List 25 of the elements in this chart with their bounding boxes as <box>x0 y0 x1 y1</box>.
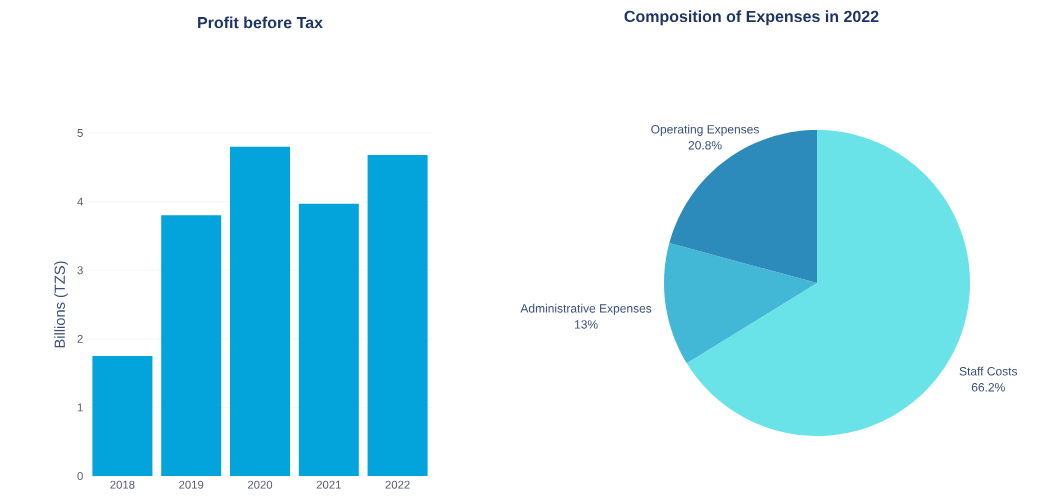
x-tick-label: 2022 <box>385 480 410 489</box>
y-tick-label: 0 <box>77 471 83 480</box>
y-axis-title: Billions (TZS) <box>54 261 68 348</box>
bar <box>367 154 428 476</box>
data-label: 66.2% <box>971 383 1005 392</box>
data-label: 13% <box>575 320 598 329</box>
y-tick-label: 2 <box>77 334 83 343</box>
slice-label: Administrative Expenses <box>520 303 652 316</box>
x-tick-label: 2019 <box>179 480 204 489</box>
x-tick-label: 2020 <box>247 480 273 489</box>
chart-title: Composition of Expenses in 2022 <box>624 10 879 26</box>
y-tick-label: 3 <box>77 266 83 275</box>
bar <box>161 215 222 476</box>
y-tick-label: 1 <box>77 403 83 412</box>
bar <box>298 203 359 476</box>
y-tick-label: 4 <box>77 197 83 206</box>
data-label: 20.8% <box>688 141 722 150</box>
bar <box>230 146 290 476</box>
slice-label: Operating Expenses <box>651 124 759 136</box>
x-tick-label: 2018 <box>110 480 135 489</box>
bar <box>92 355 153 476</box>
y-tick-label: 5 <box>77 129 83 137</box>
slice-label: Staff Costs <box>959 366 1018 376</box>
x-tick-label: 2021 <box>316 480 341 489</box>
chart-title: Profit before Tax <box>198 16 323 29</box>
